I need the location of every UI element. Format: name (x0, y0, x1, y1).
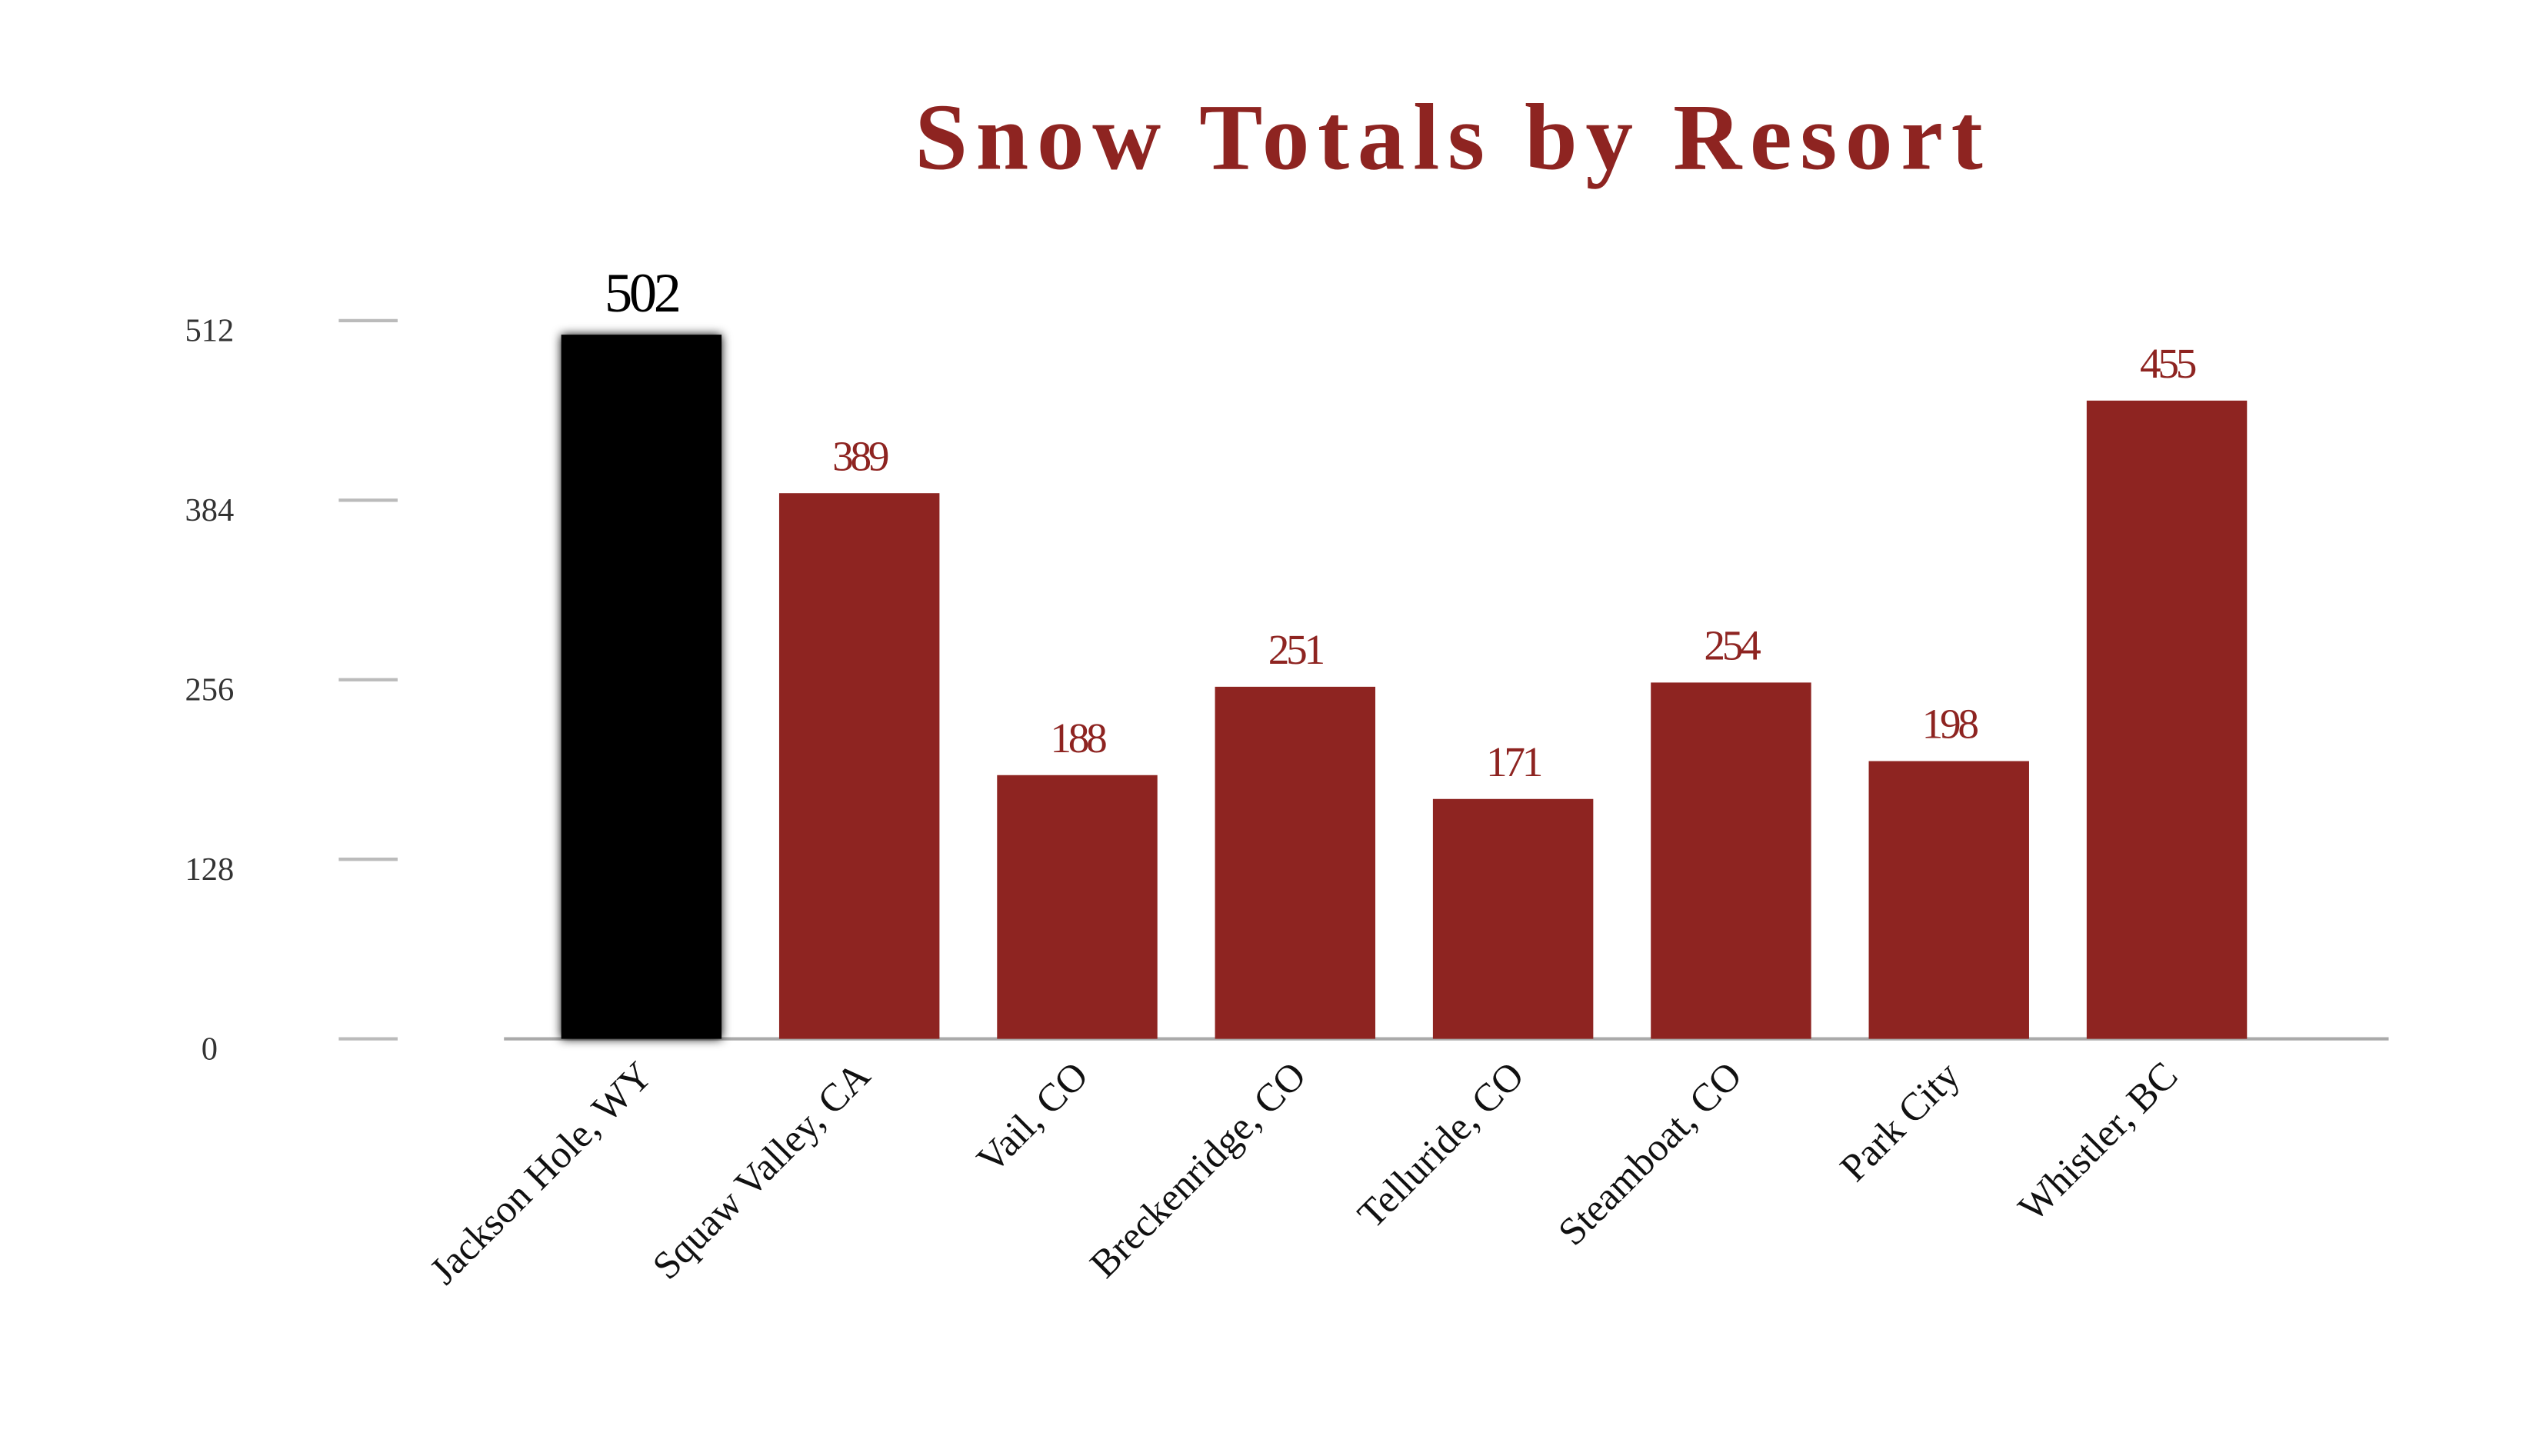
value-label: 254 (1704, 622, 1761, 669)
y-tick-label: 0 (202, 1031, 218, 1067)
x-tick-label: Vail, CO (969, 1054, 1097, 1181)
y-tick-label: 512 (185, 313, 234, 349)
bar (1432, 798, 1594, 1039)
chart-title: Snow Totals by Resort (915, 85, 1991, 190)
bar (778, 493, 940, 1039)
x-tick-label: Squaw Valley, CA (645, 1054, 878, 1288)
y-tick-label: 256 (185, 672, 234, 708)
y-tick-label: 128 (185, 851, 234, 888)
value-label: 455 (2140, 340, 2196, 387)
value-label: 251 (1268, 626, 1324, 673)
x-tick-label: Whistler, BC (2011, 1054, 2187, 1230)
bar (561, 335, 722, 1039)
value-label: 502 (605, 262, 679, 324)
value-label: 171 (1486, 738, 1541, 785)
x-tick-label: Telluride, CO (1350, 1054, 1532, 1236)
y-tick-label: 384 (185, 492, 234, 528)
value-label: 198 (1922, 701, 1978, 748)
value-label: 188 (1050, 715, 1106, 761)
bar (2086, 400, 2248, 1039)
value-label: 389 (832, 432, 888, 479)
bar (997, 775, 1158, 1039)
x-tick-label: Park City (1832, 1054, 1968, 1190)
bar (1215, 686, 1376, 1039)
bar (1651, 682, 1811, 1039)
x-tick-label: Jackson Hole, WY (422, 1054, 661, 1293)
x-tick-label: Breckenridge, CO (1082, 1054, 1315, 1286)
bar (1868, 761, 2029, 1039)
x-tick-label: Steamboat, CO (1551, 1054, 1751, 1254)
